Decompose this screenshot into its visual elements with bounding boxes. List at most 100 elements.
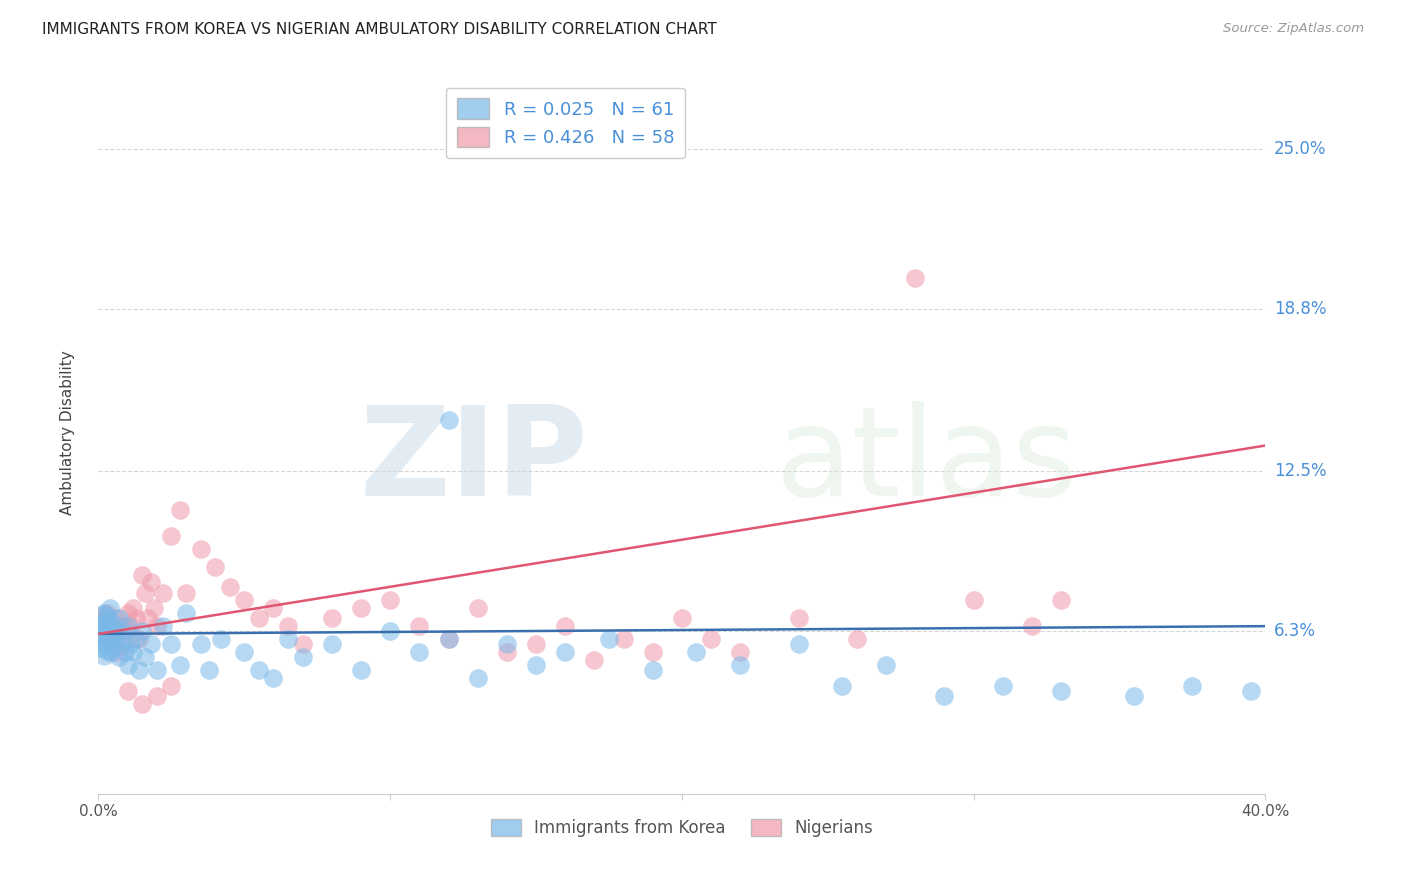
Point xyxy=(204,559,226,574)
Point xyxy=(117,607,139,621)
Text: IMMIGRANTS FROM KOREA VS NIGERIAN AMBULATORY DISABILITY CORRELATION CHART: IMMIGRANTS FROM KOREA VS NIGERIAN AMBULA… xyxy=(42,22,717,37)
Point xyxy=(554,645,576,659)
Legend: Immigrants from Korea, Nigerians: Immigrants from Korea, Nigerians xyxy=(484,812,880,843)
Point xyxy=(98,601,121,615)
Point xyxy=(380,593,402,607)
Point xyxy=(641,663,664,677)
Point xyxy=(262,601,284,615)
Point xyxy=(641,645,664,659)
Point xyxy=(90,611,112,625)
Text: ZIP: ZIP xyxy=(360,401,589,522)
Point xyxy=(787,637,810,651)
Point xyxy=(93,607,115,621)
Point xyxy=(190,637,212,651)
Text: 25.0%: 25.0% xyxy=(1274,140,1326,158)
Point xyxy=(787,611,810,625)
Point xyxy=(496,645,519,659)
Point xyxy=(96,640,118,654)
Point xyxy=(1181,678,1204,692)
Point xyxy=(146,619,169,633)
Point xyxy=(104,637,127,651)
Point xyxy=(496,637,519,651)
Point xyxy=(136,611,159,625)
Point xyxy=(904,270,927,285)
Point xyxy=(131,567,153,582)
Point xyxy=(160,678,183,692)
Point xyxy=(134,585,156,599)
Point xyxy=(524,637,547,651)
Y-axis label: Ambulatory Disability: Ambulatory Disability xyxy=(60,351,75,515)
Point xyxy=(247,611,270,625)
Point xyxy=(1050,593,1073,607)
Point xyxy=(111,632,134,646)
Point xyxy=(139,575,162,590)
Point xyxy=(1021,619,1043,633)
Point xyxy=(437,632,460,646)
Point xyxy=(146,663,169,677)
Point xyxy=(831,678,853,692)
Point xyxy=(90,637,112,651)
Point xyxy=(846,632,869,646)
Point xyxy=(125,632,148,646)
Point xyxy=(117,683,139,698)
Point xyxy=(128,663,150,677)
Point xyxy=(98,619,121,633)
Point xyxy=(321,637,343,651)
Point xyxy=(104,611,127,625)
Point xyxy=(291,650,314,665)
Point xyxy=(146,689,169,703)
Point xyxy=(198,663,221,677)
Point xyxy=(467,671,489,685)
Point xyxy=(583,653,606,667)
Point xyxy=(93,619,115,633)
Point xyxy=(131,624,153,639)
Point xyxy=(98,645,121,659)
Point xyxy=(111,637,134,651)
Point xyxy=(122,645,145,659)
Point xyxy=(122,601,145,615)
Point xyxy=(125,611,148,625)
Point xyxy=(1123,689,1146,703)
Point xyxy=(160,529,183,543)
Point xyxy=(152,585,174,599)
Point xyxy=(120,637,142,651)
Point xyxy=(90,624,112,639)
Point xyxy=(247,663,270,677)
Point xyxy=(108,611,131,625)
Point xyxy=(96,611,118,625)
Point xyxy=(104,645,127,659)
Point xyxy=(96,627,118,641)
Point xyxy=(152,619,174,633)
Text: 12.5%: 12.5% xyxy=(1274,462,1326,480)
Point xyxy=(408,645,430,659)
Point xyxy=(962,593,984,607)
Point xyxy=(160,637,183,651)
Point xyxy=(730,645,752,659)
Point xyxy=(671,611,693,625)
Point xyxy=(321,611,343,625)
Point xyxy=(291,637,314,651)
Point xyxy=(96,607,118,621)
Point xyxy=(437,632,460,646)
Point xyxy=(1240,683,1263,698)
Point xyxy=(101,632,124,646)
Point xyxy=(169,503,191,517)
Point xyxy=(93,611,115,625)
Point xyxy=(98,624,121,639)
Text: Source: ZipAtlas.com: Source: ZipAtlas.com xyxy=(1223,22,1364,36)
Point xyxy=(114,645,136,659)
Point xyxy=(117,619,139,633)
Point xyxy=(96,624,118,639)
Text: atlas: atlas xyxy=(775,401,1077,522)
Point xyxy=(277,619,299,633)
Point xyxy=(101,619,124,633)
Point xyxy=(190,541,212,556)
Point xyxy=(128,632,150,646)
Point xyxy=(350,663,373,677)
Point xyxy=(93,645,115,659)
Point xyxy=(139,637,162,651)
Text: 18.8%: 18.8% xyxy=(1274,300,1326,318)
Point xyxy=(233,593,256,607)
Point xyxy=(408,619,430,633)
Point xyxy=(108,650,131,665)
